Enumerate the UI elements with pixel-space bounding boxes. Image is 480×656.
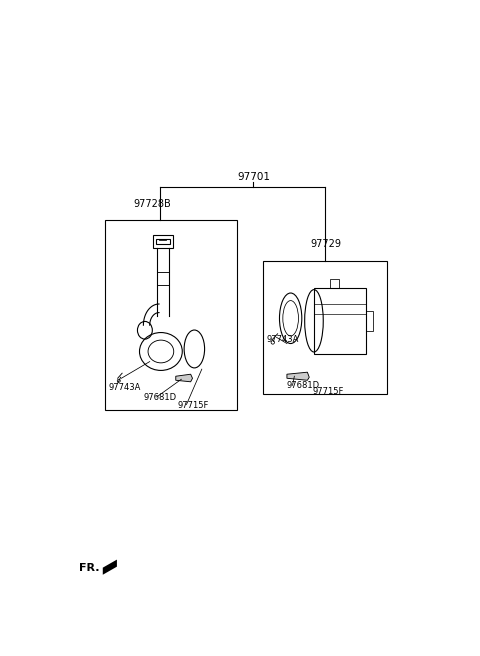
Text: 97681D: 97681D bbox=[144, 394, 177, 403]
Text: 97743A: 97743A bbox=[266, 335, 299, 344]
Text: FR.: FR. bbox=[79, 563, 99, 573]
Bar bbox=[314, 288, 366, 354]
Text: 97743A: 97743A bbox=[108, 383, 141, 392]
Text: 97728B: 97728B bbox=[134, 199, 171, 209]
Text: 97715F: 97715F bbox=[177, 401, 208, 410]
Bar bbox=[330, 279, 339, 288]
Bar bbox=[105, 220, 237, 409]
Bar bbox=[263, 260, 387, 394]
Bar bbox=[153, 236, 173, 248]
Polygon shape bbox=[176, 374, 192, 382]
Polygon shape bbox=[103, 560, 117, 575]
Text: 97715F: 97715F bbox=[313, 388, 344, 396]
Bar bbox=[156, 239, 170, 244]
Text: 97681D: 97681D bbox=[287, 381, 320, 390]
Text: 97729: 97729 bbox=[310, 239, 341, 249]
Polygon shape bbox=[287, 372, 309, 380]
Bar bbox=[366, 311, 373, 331]
Text: 97701: 97701 bbox=[237, 173, 270, 182]
